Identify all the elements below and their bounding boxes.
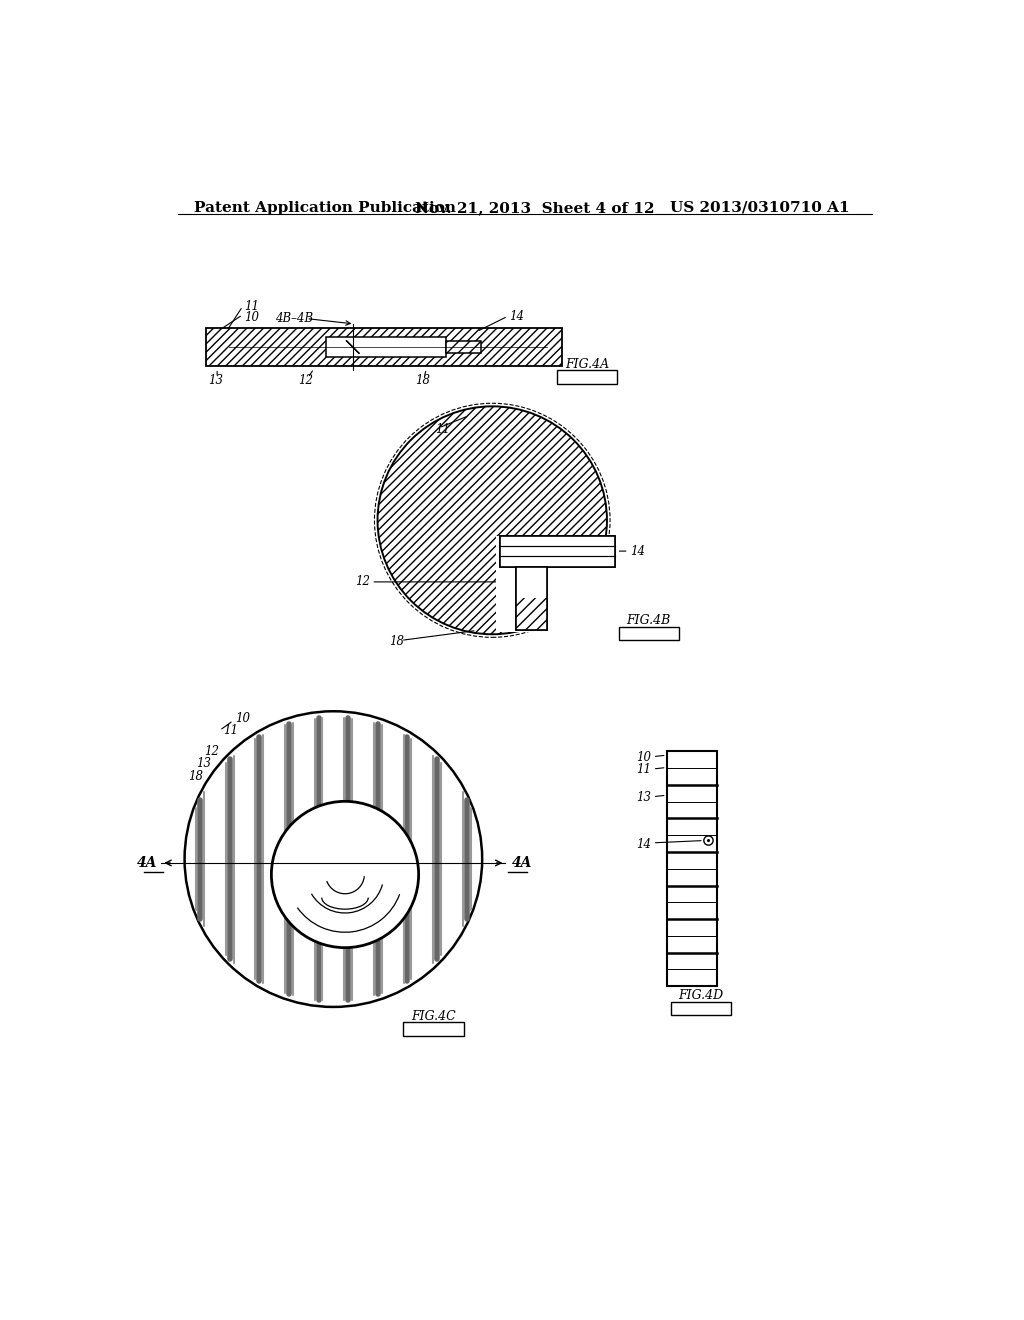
Circle shape [271, 801, 419, 948]
Bar [515, 566, 547, 631]
Text: 13: 13 [636, 791, 651, 804]
Text: 10: 10 [245, 310, 259, 323]
FancyBboxPatch shape [671, 1002, 731, 1015]
Text: FIG.4C: FIG.4C [411, 1010, 456, 1023]
FancyBboxPatch shape [618, 627, 679, 640]
Bar [515, 598, 547, 631]
Text: 4A: 4A [512, 855, 532, 870]
Text: 4B–4B: 4B–4B [275, 312, 313, 325]
Text: FIG.4A: FIG.4A [565, 358, 609, 371]
Text: 11: 11 [245, 300, 259, 313]
Text: FIG.4B: FIG.4B [627, 614, 671, 627]
Text: 10: 10 [234, 713, 250, 726]
Text: 14: 14 [636, 838, 651, 851]
Text: Nov. 21, 2013  Sheet 4 of 12: Nov. 21, 2013 Sheet 4 of 12 [415, 201, 654, 215]
Text: 14: 14 [630, 545, 645, 557]
Text: 18: 18 [389, 635, 404, 648]
Bar [445, 341, 480, 354]
Bar [515, 566, 547, 631]
FancyBboxPatch shape [557, 370, 617, 384]
Text: 12: 12 [204, 744, 219, 758]
Circle shape [184, 711, 482, 1007]
Bar [206, 327, 562, 367]
Bar [445, 341, 480, 354]
Bar [326, 337, 445, 358]
Bar [206, 327, 562, 367]
Text: 12: 12 [299, 374, 313, 387]
Text: 13: 13 [208, 374, 223, 387]
Text: 14: 14 [509, 310, 524, 323]
Text: 11: 11 [435, 422, 450, 436]
Text: 10: 10 [636, 751, 651, 764]
FancyBboxPatch shape [403, 1022, 464, 1036]
Text: Patent Application Publication: Patent Application Publication [194, 201, 456, 215]
Bar [667, 751, 717, 986]
Circle shape [703, 836, 713, 845]
Bar [500, 536, 614, 566]
Text: 18: 18 [415, 374, 430, 387]
Text: 18: 18 [188, 770, 204, 783]
Bar [500, 536, 614, 566]
Circle shape [375, 404, 610, 638]
Text: 11: 11 [223, 723, 239, 737]
Circle shape [378, 407, 607, 635]
Bar [515, 566, 547, 631]
Text: 11: 11 [636, 763, 651, 776]
Circle shape [707, 840, 710, 842]
Bar [496, 536, 618, 632]
Text: 13: 13 [197, 758, 211, 770]
Text: FIG.4D: FIG.4D [678, 989, 723, 1002]
Text: 12: 12 [354, 576, 370, 589]
Text: 4A: 4A [137, 855, 158, 870]
Text: US 2013/0310710 A1: US 2013/0310710 A1 [671, 201, 850, 215]
